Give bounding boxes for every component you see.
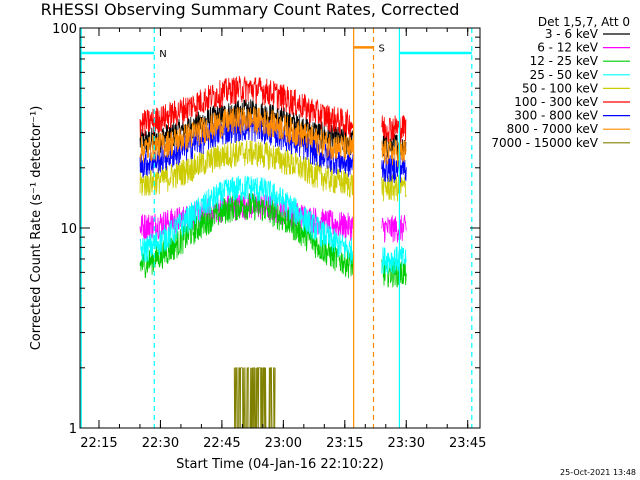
y-tick-label: 100 (52, 22, 77, 37)
y-axis-label: Corrected Count Rate (s⁻¹ detector⁻¹) (29, 106, 44, 351)
legend-entry-label: 3 - 6 keV (545, 27, 599, 41)
axis-layer: 22:15 22:30 22:45 23:00 23:15 23:30 23:45 1 10 10… (52, 22, 486, 451)
legend-entry-label: 12 - 25 keV (530, 54, 599, 68)
x-tick-label: 23:15 (326, 436, 363, 451)
legend-title: Det 1,5,7, Att 0 (538, 15, 630, 29)
legend-entry-label: 300 - 800 keV (514, 109, 598, 123)
x-tick-label: 23:45 (449, 436, 486, 451)
annotation-label: S (378, 43, 384, 54)
series-line (139, 75, 407, 143)
x-axis-label: Start Time (04-Jan-16 22:10:22) (176, 457, 384, 472)
chart-title: RHESSI Observing Summary Count Rates, Co… (40, 0, 460, 19)
series-line (139, 175, 407, 275)
timestamp: 25-Oct-2021 13:48 (560, 468, 636, 477)
legend-entry-label: 6 - 12 keV (537, 41, 599, 55)
x-tick-label: 22:30 (142, 436, 179, 451)
series-line (139, 139, 407, 202)
x-tick-label: 23:00 (265, 436, 302, 451)
legend-entry-label: 100 - 300 keV (514, 95, 598, 109)
x-tick-label: 22:15 (80, 436, 117, 451)
series-layer (139, 75, 407, 428)
legend-entry-label: 800 - 7000 keV (507, 122, 599, 136)
legend-entry-label: 7000 - 15000 keV (491, 136, 598, 150)
series-line (139, 107, 407, 168)
x-tick-label: 23:30 (388, 436, 425, 451)
x-tick-label: 22:45 (203, 436, 240, 451)
y-tick-label: 1 (69, 422, 77, 437)
annotation-label: N (159, 49, 166, 60)
series-line (233, 367, 276, 428)
y-tick-label: 10 (60, 222, 77, 237)
legend-entry-label: 50 - 100 keV (522, 81, 599, 95)
legend-entry-label: 25 - 50 keV (530, 68, 599, 82)
